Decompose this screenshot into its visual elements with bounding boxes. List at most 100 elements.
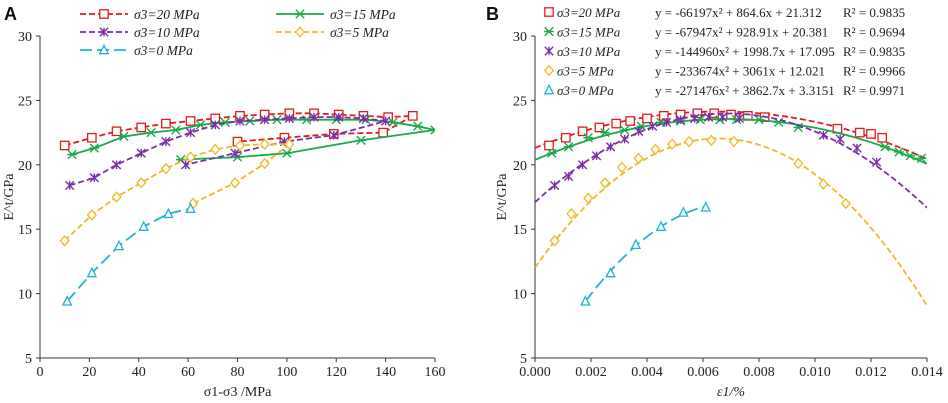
data-point [59, 140, 70, 151]
x-tick-label: 0.008 [743, 365, 775, 380]
panel-a-letter: A [4, 4, 17, 24]
x-tick-label: 100 [276, 365, 297, 380]
data-point [380, 116, 391, 126]
data-point [259, 115, 270, 125]
panel-a-legend: σ3=20 MPa σ3=15 MPa σ3=10 MPa σ3=5 MPa σ3=0 … [80, 7, 396, 58]
y-axis-label: E^t/GPa [495, 173, 510, 221]
r2-label: R² = 0.9966 [843, 64, 906, 79]
data-point [630, 238, 642, 250]
data-point [113, 239, 125, 251]
data-point [599, 177, 611, 189]
data-point [388, 117, 398, 127]
x-tick-label: 0.012 [855, 365, 887, 380]
legend-marker [544, 26, 554, 37]
data-point [625, 116, 636, 126]
r2-label: R² = 0.9835 [843, 44, 905, 59]
series-line [66, 207, 191, 302]
data-point [160, 162, 171, 175]
data-point [185, 116, 196, 126]
equation-label: y = -66197x² + 864.6x + 21.312 [655, 5, 822, 20]
data-point [111, 160, 122, 170]
data-point [633, 152, 644, 165]
data-point [230, 148, 240, 158]
x-tick-label: 0.010 [799, 365, 831, 380]
data-point [229, 177, 241, 189]
x-axis-label: σ1-σ3 /MPa [204, 385, 272, 400]
x-tick-label: 20 [82, 365, 96, 380]
data-point [89, 172, 100, 183]
data-point [633, 126, 644, 137]
data-point [667, 138, 678, 150]
y-tick-label: 5 [25, 352, 32, 367]
y-tick-label: 10 [18, 288, 32, 303]
series-line [64, 143, 292, 242]
legend-item: σ3=5 MPa [276, 25, 389, 40]
y-tick-label: 20 [18, 159, 32, 174]
data-point [563, 142, 574, 152]
legend-item: σ3=0 MPa [80, 43, 193, 58]
data-point [259, 157, 270, 170]
data-point [852, 143, 862, 153]
data-point [880, 142, 890, 152]
fit-curve [535, 137, 927, 306]
y-tick-label: 30 [513, 30, 527, 45]
data-point [282, 148, 292, 158]
data-point [793, 122, 803, 133]
equation-label: y = -233674x² + 3061x + 12.021 [655, 64, 825, 79]
equation-label: y = -67947x² + 928.91x + 20.381 [655, 25, 828, 40]
legend-marker [295, 9, 305, 19]
data-point [683, 135, 695, 148]
data-point [235, 116, 245, 126]
data-point [655, 220, 667, 231]
x-tick-label: 0.000 [519, 365, 551, 380]
data-point [611, 118, 622, 129]
legend-label: σ3=5 MPa [557, 64, 614, 79]
x-tick-label: 40 [132, 365, 146, 380]
data-point [703, 112, 714, 122]
x-tick-label: 0.014 [911, 365, 943, 380]
data-point [136, 122, 147, 133]
data-point [835, 134, 845, 144]
panel-b-axes: 0.000 0.002 0.004 0.006 0.008 0.010 0.012 0.014… [495, 30, 943, 400]
data-point [675, 115, 686, 125]
x-tick-label: 160 [425, 365, 446, 380]
data-point [161, 118, 171, 129]
data-point [86, 132, 97, 143]
data-point [605, 266, 616, 278]
data-point [119, 131, 129, 142]
x-tick-label: 80 [231, 365, 245, 380]
data-point [678, 206, 689, 217]
data-point [259, 138, 270, 150]
legend-label: σ3=10 MPa [134, 25, 200, 40]
data-point [412, 121, 423, 131]
legend-label: σ3=0 MPa [557, 83, 614, 98]
legend-item: σ3=15 MPa [276, 7, 396, 22]
r2-label: R² = 0.9694 [843, 25, 906, 40]
x-tick-label: 120 [326, 365, 347, 380]
data-point [146, 127, 156, 138]
data-point [210, 120, 220, 130]
data-point [591, 151, 602, 161]
data-point [185, 127, 196, 138]
data-point [619, 125, 630, 135]
data-point [754, 115, 764, 125]
data-point [430, 125, 435, 135]
y-tick-label: 15 [18, 223, 32, 238]
data-point [793, 157, 804, 170]
data-point [329, 130, 339, 140]
data-point [605, 142, 616, 152]
data-point [161, 136, 171, 147]
data-point [840, 197, 851, 210]
panel-b-chart: B 0.000 0.002 0.004 0.006 0.008 0.010 0.012 0.0… [486, 4, 943, 400]
y-tick-label: 25 [18, 94, 32, 109]
data-point [854, 127, 865, 138]
data-point [647, 121, 658, 131]
data-point [195, 120, 206, 130]
legend-item: σ3=5 MPa y = -233674x² + 3061x + 12.021 R²… [543, 64, 906, 79]
legend-marker [544, 46, 554, 56]
legend-marker [98, 43, 110, 55]
legend-label: σ3=10 MPa [557, 44, 621, 59]
data-point [138, 220, 149, 231]
data-point [136, 177, 147, 189]
